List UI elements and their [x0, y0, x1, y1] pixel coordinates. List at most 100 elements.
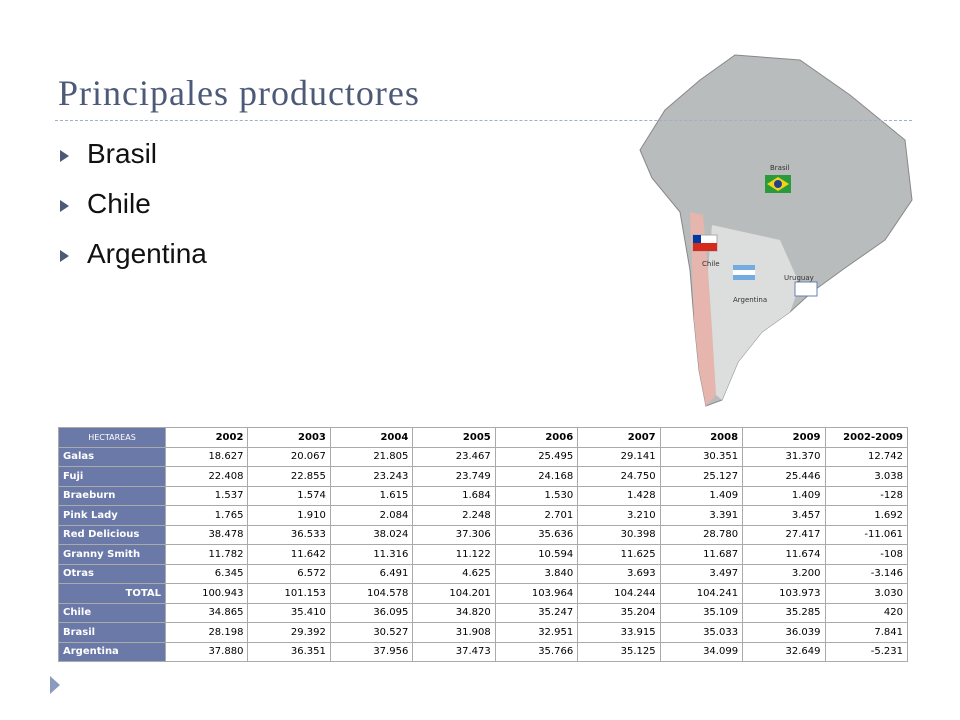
table-cell: 2009 — [742, 427, 826, 448]
table-cell: 23.243 — [329, 466, 414, 487]
table-cell: 30.527 — [329, 622, 414, 643]
table-cell: 3.391 — [659, 505, 744, 526]
table-cell: 1.574 — [247, 485, 331, 506]
table-row: Fuji 22.408 22.855 23.243 23.749 24.168 24.750… — [58, 466, 908, 487]
table-cell: Red Delicious — [58, 524, 166, 545]
title-rule — [55, 120, 912, 121]
bullet: Argentina — [60, 238, 207, 270]
table-cell: 1.615 — [329, 485, 414, 506]
table-cell: 2006 — [494, 427, 579, 448]
table-cell: 104.241 — [659, 583, 744, 604]
table-cell: 3.497 — [659, 563, 744, 584]
table-cell: 3.210 — [577, 505, 661, 526]
table-cell: 35.285 — [742, 602, 826, 623]
table-cell: 3.840 — [494, 563, 579, 584]
table-cell: 1.409 — [742, 485, 826, 506]
table-cell: 11.642 — [247, 544, 331, 565]
map-label: Brasil — [770, 164, 790, 172]
table-cell: 10.594 — [494, 544, 579, 565]
table-cell: 100.943 — [164, 583, 249, 604]
table-row: Otras 6.345 6.572 6.491 4.625 3.840 3.693 3.497… — [58, 563, 908, 584]
table-cell: 2005 — [412, 427, 496, 448]
bullet: Chile — [60, 188, 151, 220]
table-cell: 20.067 — [247, 446, 331, 467]
chile-strip — [690, 212, 716, 406]
table-cell: 2003 — [247, 427, 331, 448]
table-cell: 2.084 — [329, 505, 414, 526]
table-cell: 4.625 — [412, 563, 496, 584]
table-cell: 101.153 — [247, 583, 331, 604]
table-cell: Galas — [58, 446, 166, 467]
table-cell: 2007 — [577, 427, 661, 448]
table-cell: 35.766 — [494, 641, 579, 662]
table-cell: 37.473 — [412, 641, 496, 662]
table-cell: 1.692 — [824, 505, 908, 526]
table-cell: 2.701 — [494, 505, 579, 526]
table-row: Brasil 28.198 29.392 30.527 31.908 32.951 33.9… — [58, 622, 908, 643]
table-cell: 2008 — [659, 427, 744, 448]
table-cell: 420 — [824, 602, 908, 623]
table-cell: 103.964 — [494, 583, 579, 604]
table-cell: 31.370 — [742, 446, 826, 467]
table-row: Galas 18.627 20.067 21.805 23.467 25.495 29.14… — [58, 446, 908, 467]
bullet-text: Chile — [87, 188, 151, 219]
table-cell: 35.109 — [659, 602, 744, 623]
table-cell: 24.750 — [577, 466, 661, 487]
table-cell: 3.457 — [742, 505, 826, 526]
table-cell: 35.410 — [247, 602, 331, 623]
table-cell: 21.805 — [329, 446, 414, 467]
table-cell: 1.765 — [164, 505, 249, 526]
table-cell: 38.478 — [164, 524, 249, 545]
data-table: HECTAREAS 2002 2003 2004 2005 2006 2007 2008 200… — [58, 427, 908, 662]
table-cell: 1.910 — [247, 505, 331, 526]
table-cell: 104.244 — [577, 583, 661, 604]
table-cell: 1.530 — [494, 485, 579, 506]
table-cell: TOTAL — [58, 583, 166, 604]
table-cell: 28.780 — [659, 524, 744, 545]
table-cell: -108 — [824, 544, 908, 565]
table-cell: 37.956 — [329, 641, 414, 662]
table-cell: 11.316 — [329, 544, 414, 565]
flag-argentina — [733, 275, 755, 280]
table-cell: 25.495 — [494, 446, 579, 467]
table-row: Chile 34.865 35.410 36.095 34.820 35.247 35.20… — [58, 602, 908, 623]
table-cell: 36.095 — [329, 602, 414, 623]
table-cell: 1.537 — [164, 485, 249, 506]
flag-brasil — [774, 180, 782, 188]
table-row: Granny Smith 11.782 11.642 11.316 11.122 10.5… — [58, 544, 908, 565]
table-cell: 27.417 — [742, 524, 826, 545]
table-cell: -3.146 — [824, 563, 908, 584]
table-cell: -11.061 — [824, 524, 908, 545]
table-cell: 11.782 — [164, 544, 249, 565]
table-cell: -5.231 — [824, 641, 908, 662]
table-cell: HECTAREAS — [58, 427, 166, 448]
table-row: Pink Lady 1.765 1.910 2.084 2.248 2.701 3.210 3… — [58, 505, 908, 526]
table-cell: 30.398 — [577, 524, 661, 545]
table-cell: 32.951 — [494, 622, 579, 643]
map-label: Argentina — [733, 296, 767, 304]
flag-chile — [693, 243, 717, 251]
table-cell: Granny Smith — [58, 544, 166, 565]
table-cell: 12.742 — [824, 446, 908, 467]
table-row: Red Delicious 38.478 36.533 38.024 37.306 35.… — [58, 524, 908, 545]
table-cell: 33.915 — [577, 622, 661, 643]
table-cell: 18.627 — [164, 446, 249, 467]
table-cell: 104.578 — [329, 583, 414, 604]
flag-argentina — [733, 265, 755, 270]
flag-uruguay — [794, 281, 818, 297]
table-cell: 30.351 — [659, 446, 744, 467]
table-cell: Braeburn — [58, 485, 166, 506]
table-cell: Fuji — [58, 466, 166, 487]
map-label: Chile — [702, 260, 720, 268]
table-cell: 6.491 — [329, 563, 414, 584]
table-cell: 38.024 — [329, 524, 414, 545]
argentina-area — [708, 225, 800, 400]
table-cell: 28.198 — [164, 622, 249, 643]
table-cell: 37.880 — [164, 641, 249, 662]
table-cell: 37.306 — [412, 524, 496, 545]
table-cell: 3.693 — [577, 563, 661, 584]
table-cell: 22.855 — [247, 466, 331, 487]
table-cell: 23.749 — [412, 466, 496, 487]
table-cell: 11.625 — [577, 544, 661, 565]
